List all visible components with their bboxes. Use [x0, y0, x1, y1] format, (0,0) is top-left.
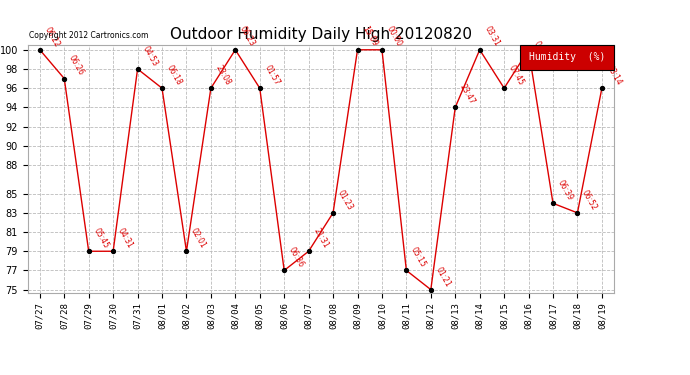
Point — [523, 47, 534, 53]
Point — [279, 267, 290, 273]
Point — [474, 47, 485, 53]
Point — [83, 248, 95, 254]
Point — [547, 200, 558, 206]
Text: 21:31: 21:31 — [311, 226, 330, 250]
Point — [352, 47, 363, 53]
Point — [34, 47, 46, 53]
Text: 03:31: 03:31 — [482, 25, 501, 48]
Text: 01:57: 01:57 — [262, 63, 282, 87]
Text: 05:15: 05:15 — [409, 246, 428, 269]
FancyBboxPatch shape — [520, 45, 614, 70]
Text: 00:00: 00:00 — [385, 25, 404, 48]
Point — [596, 85, 607, 91]
Point — [303, 248, 314, 254]
Point — [157, 85, 168, 91]
Point — [206, 85, 217, 91]
Point — [108, 248, 119, 254]
Text: Humidity  (%): Humidity (%) — [529, 53, 605, 62]
Point — [499, 85, 510, 91]
Text: Copyright 2012 Cartronics.com: Copyright 2012 Cartronics.com — [29, 31, 148, 40]
Text: 06:52: 06:52 — [580, 188, 599, 211]
Text: 06:39: 06:39 — [555, 178, 575, 202]
Text: 06:36: 06:36 — [287, 246, 306, 269]
Text: 15:09: 15:09 — [360, 25, 379, 48]
Point — [425, 286, 436, 292]
Text: 06:22: 06:22 — [43, 25, 61, 48]
Point — [254, 85, 265, 91]
Text: 01:23: 01:23 — [336, 188, 355, 211]
Text: 05:45: 05:45 — [92, 226, 110, 250]
Text: 01:21: 01:21 — [433, 265, 452, 288]
Point — [377, 47, 388, 53]
Text: 07:45: 07:45 — [507, 63, 526, 87]
Text: 06:23: 06:23 — [238, 25, 257, 48]
Text: 06:26: 06:26 — [67, 54, 86, 77]
Point — [132, 66, 143, 72]
Text: 04:31: 04:31 — [116, 226, 135, 250]
Text: 23:14: 23:14 — [604, 63, 623, 87]
Point — [450, 104, 461, 110]
Title: Outdoor Humidity Daily High 20120820: Outdoor Humidity Daily High 20120820 — [170, 27, 472, 42]
Text: 06:18: 06:18 — [165, 63, 184, 87]
Point — [230, 47, 241, 53]
Text: 02:01: 02:01 — [189, 226, 208, 250]
Point — [59, 76, 70, 82]
Point — [572, 210, 583, 216]
Text: 04:53: 04:53 — [140, 44, 159, 68]
Text: 0: 0 — [531, 40, 542, 48]
Point — [328, 210, 339, 216]
Point — [401, 267, 412, 273]
Point — [181, 248, 192, 254]
Text: 23:08: 23:08 — [214, 63, 233, 87]
Text: 23:47: 23:47 — [458, 82, 477, 106]
